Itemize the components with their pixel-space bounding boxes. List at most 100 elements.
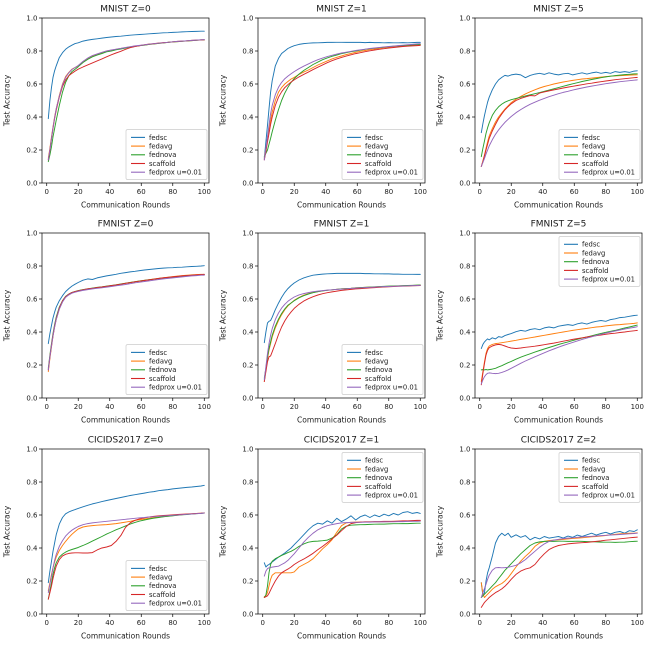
x-tick-label: 40 xyxy=(322,188,331,196)
legend-label-fedsc: fedsc xyxy=(582,134,600,142)
x-tick-label: 60 xyxy=(137,619,146,627)
y-tick-label: 0.6 xyxy=(26,296,37,304)
y-tick-label: 0.4 xyxy=(459,544,471,552)
y-tick-label: 1.0 xyxy=(243,445,254,453)
plot-area-border xyxy=(257,17,426,184)
series-line-fedsc xyxy=(47,484,205,583)
legend-label-fedsc: fedsc xyxy=(149,349,167,357)
legend-label-fedprox-u-0-01: fedprox u=0.01 xyxy=(149,599,202,607)
x-tick-label: 20 xyxy=(74,403,83,411)
legend-label-fedavg: fedavg xyxy=(365,465,388,473)
x-tick-label: 80 xyxy=(385,619,394,627)
legend-box xyxy=(341,129,424,180)
legend-label-fedprox-u-0-01: fedprox u=0.01 xyxy=(365,491,418,499)
series-line-fedprox-u-0-01 xyxy=(264,520,422,577)
x-tick-label: 100 xyxy=(198,619,211,627)
legend-label-fedsc: fedsc xyxy=(365,134,383,142)
x-tick-label: 0 xyxy=(261,403,265,411)
y-tick-label: 0.8 xyxy=(26,47,37,55)
series-line-fedsc xyxy=(480,528,638,596)
chart-cell-fmnist-z-0: FMNIST Z=0 0.0 0.2 0.4 0.6 0.8 1.0 0 20 40 60 80 100… xyxy=(0,215,217,431)
y-axis-label: Test Accuracy xyxy=(219,290,228,343)
chart-title: MNIST Z=5 xyxy=(533,4,584,14)
legend-label-scaffold: scaffold xyxy=(149,591,175,599)
y-tick-label: 0.8 xyxy=(459,47,470,55)
x-axis: 0 20 40 60 80 100 xyxy=(477,182,644,196)
y-axis-label: Test Accuracy xyxy=(435,505,444,558)
plot-area-border xyxy=(474,448,643,615)
series-line-fedprox-u-0-01 xyxy=(264,43,422,161)
chart-title: FMNIST Z=1 xyxy=(314,220,370,230)
x-axis: 0 20 40 60 80 100 xyxy=(477,613,644,627)
chart-fmnist-z-1: FMNIST Z=1 0.0 0.2 0.4 0.6 0.8 1.0 0 20 40 60 80 100… xyxy=(219,220,427,425)
series-line-scaffold xyxy=(264,519,422,598)
legend-label-fedsc: fedsc xyxy=(582,456,600,464)
y-tick-label: 0.4 xyxy=(243,544,255,552)
y-tick-label: 0.8 xyxy=(459,478,470,486)
y-axis: 0.0 0.2 0.4 0.6 0.8 1.0 xyxy=(26,14,42,187)
y-tick-label: 0.6 xyxy=(243,296,254,304)
x-tick-label: 60 xyxy=(569,403,578,411)
series-line-fedsc xyxy=(264,41,422,159)
chart-mnist-z-1: MNIST Z=1 0.0 0.2 0.4 0.6 0.8 1.0 0 20 40 60 80 100 C… xyxy=(219,4,427,209)
y-tick-label: 1.0 xyxy=(26,230,37,238)
series-line-scaffold xyxy=(480,76,638,167)
legend-label-fedavg: fedavg xyxy=(149,142,172,150)
x-tick-label: 40 xyxy=(538,188,547,196)
x-tick-label: 60 xyxy=(569,188,578,196)
y-tick-label: 0.0 xyxy=(243,610,254,618)
x-tick-label: 80 xyxy=(601,403,610,411)
legend-label-fednova: fednova xyxy=(365,474,392,482)
y-tick-label: 0.8 xyxy=(26,263,37,271)
x-tick-label: 80 xyxy=(385,403,394,411)
series-line-fedprox-u-0-01 xyxy=(264,285,422,381)
y-tick-label: 0.2 xyxy=(243,146,254,154)
chart-title: MNIST Z=0 xyxy=(100,4,151,14)
y-tick-label: 0.4 xyxy=(26,544,38,552)
plot-area-border xyxy=(41,17,210,184)
x-tick-label: 100 xyxy=(414,619,427,627)
y-tick-label: 0.6 xyxy=(459,80,470,88)
plot-area-border xyxy=(474,232,643,399)
y-tick-label: 0.2 xyxy=(459,146,470,154)
series-line-scaffold xyxy=(480,536,638,608)
y-tick-label: 0.8 xyxy=(459,263,470,271)
x-axis: 0 20 40 60 80 100 xyxy=(44,613,211,627)
legend-label-fedprox-u-0-01: fedprox u=0.01 xyxy=(582,491,635,499)
x-tick-label: 0 xyxy=(44,403,48,411)
x-tick-label: 100 xyxy=(630,188,643,196)
x-tick-label: 100 xyxy=(414,188,427,196)
chart-mnist-z-0: MNIST Z=0 0.0 0.2 0.4 0.6 0.8 1.0 0 20 40 60 80 100 C… xyxy=(2,4,210,209)
y-tick-label: 0.8 xyxy=(26,478,37,486)
chart-title: CICIDS2017 Z=2 xyxy=(520,435,596,445)
chart-cicids2017-z-2: CICIDS2017 Z=2 0.0 0.2 0.4 0.6 0.8 1.0 0 20 40 60 8… xyxy=(435,435,644,640)
x-axis-label: Communication Rounds xyxy=(514,200,603,209)
x-tick-label: 80 xyxy=(601,188,610,196)
y-axis-label: Test Accuracy xyxy=(2,505,11,558)
x-tick-label: 0 xyxy=(477,619,481,627)
chart-cell-cicids2017-z-2: CICIDS2017 Z=2 0.0 0.2 0.4 0.6 0.8 1.0 0 20 40 60 8… xyxy=(432,430,649,646)
y-tick-label: 0.4 xyxy=(26,113,38,121)
y-tick-label: 0.8 xyxy=(243,47,254,55)
chart-cell-cicids2017-z-0: CICIDS2017 Z=0 0.0 0.2 0.4 0.6 0.8 1.0 0 20 40 60 8… xyxy=(0,430,217,646)
x-tick-label: 0 xyxy=(44,619,48,627)
y-tick-label: 0.0 xyxy=(26,179,37,187)
legend-box xyxy=(341,344,424,396)
x-tick-label: 100 xyxy=(198,403,211,411)
legend-label-fednova: fednova xyxy=(149,582,176,590)
chart-title: CICIDS2017 Z=0 xyxy=(88,435,164,445)
x-tick-label: 100 xyxy=(630,619,643,627)
legend-label-fednova: fednova xyxy=(582,474,609,482)
legend-box xyxy=(558,451,641,503)
legend-label-fednova: fednova xyxy=(365,151,392,159)
legend-label-scaffold: scaffold xyxy=(582,482,608,490)
legend-label-fedavg: fedavg xyxy=(582,465,605,473)
legend-label-fedsc: fedsc xyxy=(582,241,600,249)
legend-label-fedsc: fedsc xyxy=(149,564,167,572)
y-tick-label: 0.6 xyxy=(459,511,470,519)
x-tick-label: 60 xyxy=(353,619,362,627)
chart-cicids2017-z-0: CICIDS2017 Z=0 0.0 0.2 0.4 0.6 0.8 1.0 0 20 40 60 8… xyxy=(2,435,211,640)
